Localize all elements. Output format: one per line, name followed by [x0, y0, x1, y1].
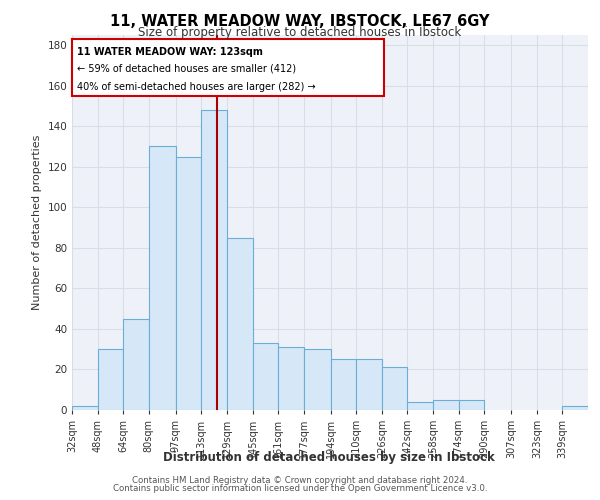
Bar	[149, 146, 176, 410]
Text: Contains HM Land Registry data © Crown copyright and database right 2024.: Contains HM Land Registry data © Crown c…	[132, 476, 468, 485]
Text: Distribution of detached houses by size in Ibstock: Distribution of detached houses by size …	[163, 451, 494, 464]
FancyBboxPatch shape	[72, 39, 383, 96]
Bar	[176, 156, 202, 410]
Text: 40% of semi-detached houses are larger (282) →: 40% of semi-detached houses are larger (…	[77, 82, 316, 92]
Bar	[407, 402, 433, 410]
Bar	[382, 368, 407, 410]
Text: Size of property relative to detached houses in Ibstock: Size of property relative to detached ho…	[139, 26, 461, 39]
Bar	[304, 349, 331, 410]
Bar	[98, 349, 123, 410]
Bar	[562, 406, 588, 410]
Bar	[356, 360, 382, 410]
Y-axis label: Number of detached properties: Number of detached properties	[32, 135, 42, 310]
Text: 11, WATER MEADOW WAY, IBSTOCK, LE67 6GY: 11, WATER MEADOW WAY, IBSTOCK, LE67 6GY	[110, 14, 490, 29]
Bar	[202, 110, 227, 410]
Text: Contains public sector information licensed under the Open Government Licence v3: Contains public sector information licen…	[113, 484, 487, 493]
Bar	[458, 400, 484, 410]
Bar	[72, 406, 98, 410]
Bar	[123, 319, 149, 410]
Bar	[331, 360, 356, 410]
Bar	[253, 343, 278, 410]
Text: ← 59% of detached houses are smaller (412): ← 59% of detached houses are smaller (41…	[77, 64, 296, 74]
Bar	[433, 400, 458, 410]
Text: 11 WATER MEADOW WAY: 123sqm: 11 WATER MEADOW WAY: 123sqm	[77, 47, 263, 57]
Bar	[227, 238, 253, 410]
Bar	[278, 347, 304, 410]
